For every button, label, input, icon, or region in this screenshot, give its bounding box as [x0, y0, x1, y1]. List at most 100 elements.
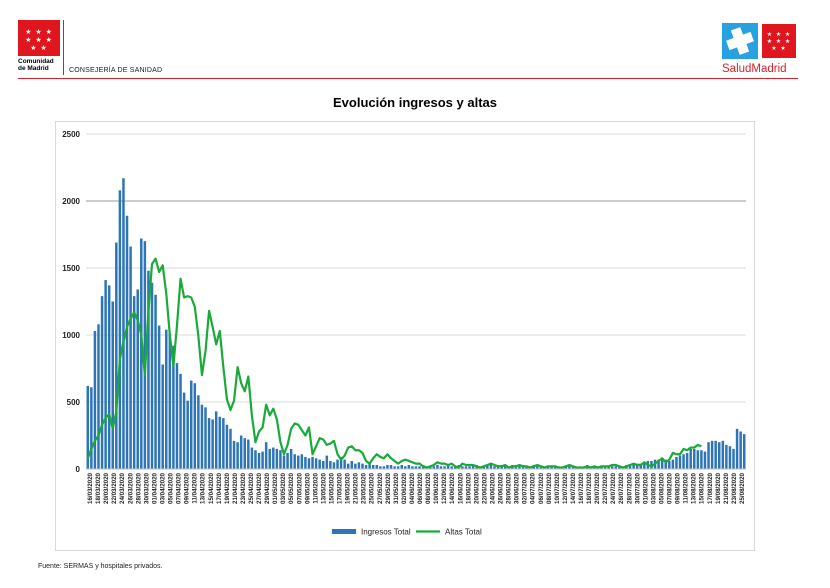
bar-ingresos	[439, 466, 443, 469]
bar-ingresos	[243, 438, 247, 469]
bar-ingresos	[354, 463, 357, 469]
bar-ingresos	[232, 440, 236, 469]
bar-ingresos	[200, 404, 204, 469]
x-tick-label: 07/05/2020	[296, 472, 303, 504]
bar-ingresos	[346, 463, 350, 469]
x-tick-label: 01/05/2020	[272, 472, 279, 504]
bar-ingresos	[257, 452, 261, 469]
bar-ingresos	[268, 448, 271, 469]
x-tick-label: 29/05/2020	[385, 472, 392, 504]
bar-ingresos	[129, 246, 132, 469]
bar-ingresos	[607, 466, 610, 469]
bar-ingresos	[115, 242, 118, 469]
bar-ingresos	[189, 380, 193, 469]
bar-ingresos	[464, 466, 468, 469]
bar-ingresos	[678, 455, 682, 469]
bar-ingresos	[675, 456, 678, 469]
bar-ingresos	[525, 466, 528, 469]
x-tick-label: 19/08/2020	[715, 472, 722, 504]
x-tick-label: 16/03/2020	[87, 472, 94, 504]
bar-ingresos	[728, 446, 732, 469]
x-tick-label: 17/04/2020	[216, 472, 223, 504]
x-tick-label: 22/06/2020	[481, 472, 488, 504]
bar-ingresos	[172, 345, 175, 469]
bar-ingresos	[382, 466, 386, 469]
bar-ingresos	[364, 464, 368, 469]
bar-ingresos	[147, 270, 150, 469]
bar-ingresos	[279, 450, 282, 469]
x-tick-label: 07/04/2020	[176, 472, 183, 504]
x-tick-label: 24/07/2020	[610, 472, 617, 504]
x-tick-label: 21/04/2020	[232, 472, 239, 504]
bar-ingresos	[393, 466, 396, 469]
x-tick-label: 20/06/2020	[473, 472, 480, 504]
bar-ingresos	[111, 301, 115, 469]
line-altas	[86, 257, 702, 469]
bar-ingresos	[436, 464, 439, 469]
bar-ingresos	[218, 416, 222, 469]
x-tick-label: 11/04/2020	[192, 472, 199, 503]
x-tick-label: 16/06/2020	[457, 472, 464, 504]
x-tick-label: 11/08/2020	[683, 472, 690, 503]
bar-ingresos	[122, 178, 125, 469]
x-tick-label: 25/04/2020	[248, 472, 255, 504]
bar-ingresos	[93, 330, 97, 469]
bar-ingresos	[104, 280, 107, 469]
bar-ingresos	[614, 466, 618, 469]
brand-name: SaludMadrid	[722, 63, 787, 75]
x-tick-label: 21/08/2020	[723, 472, 730, 504]
bar-ingresos	[671, 459, 675, 469]
comunidad-madrid-logo: ★ ★ ★ ★ ★ ★ ★ ★ Comunidad de Madrid	[18, 20, 60, 72]
bar-ingresos	[264, 442, 268, 469]
bar-ingresos	[600, 466, 603, 469]
x-tick-label: 24/03/2020	[119, 472, 126, 504]
x-tick-label: 05/04/2020	[168, 472, 175, 504]
x-tick-label: 26/07/2020	[618, 472, 625, 504]
x-tick-label: 22/03/2020	[111, 472, 118, 504]
bar-ingresos	[643, 462, 646, 469]
white-cross-icon	[722, 23, 758, 59]
x-tick-label: 15/04/2020	[208, 472, 215, 504]
bar-ingresos	[332, 462, 336, 469]
bar-ingresos	[361, 463, 364, 469]
bar-ingresos	[275, 448, 279, 469]
bar-ingresos	[325, 455, 329, 469]
bar-ingresos	[411, 466, 414, 469]
bar-ingresos	[304, 456, 307, 469]
x-tick-label: 03/04/2020	[159, 472, 166, 504]
bar-ingresos	[90, 387, 93, 469]
x-tick-label: 25/05/2020	[369, 472, 376, 504]
y-tick-label: 1000	[62, 331, 80, 340]
x-tick-label: 26/03/2020	[127, 472, 134, 504]
bar-ingresos	[710, 440, 714, 469]
bar-ingresos	[311, 456, 314, 469]
bar-ingresos	[536, 466, 539, 469]
x-tick-label: 20/07/2020	[594, 472, 601, 504]
x-tick-label: 15/05/2020	[328, 472, 335, 504]
bar-ingresos	[214, 411, 218, 469]
x-tick-label: 15/08/2020	[699, 472, 706, 504]
x-tick-label: 23/04/2020	[240, 472, 247, 504]
bar-ingresos	[289, 448, 293, 469]
y-tick-label: 500	[67, 398, 81, 407]
bar-ingresos	[486, 464, 489, 469]
bar-ingresos	[407, 464, 411, 469]
bar-ingresos	[179, 373, 182, 469]
bar-ingresos	[371, 464, 375, 469]
bar-ingresos	[682, 454, 685, 469]
bar-ingresos	[461, 466, 464, 469]
bar-ingresos	[707, 442, 710, 469]
bar-ingresos	[157, 325, 161, 469]
x-tick-label: 17/05/2020	[337, 472, 344, 504]
x-tick-label: 10/07/2020	[554, 472, 561, 504]
bar-ingresos	[272, 447, 275, 469]
x-tick-label: 21/05/2020	[353, 472, 360, 504]
bar-ingresos	[197, 395, 200, 469]
x-tick-label: 05/05/2020	[288, 472, 295, 504]
bar-ingresos	[222, 418, 225, 469]
bar-ingresos	[97, 324, 100, 469]
header-divider	[63, 20, 64, 75]
saludmadrid-logo: ★ ★ ★ ★ ★ ★ ★ ★ SaludMadrid	[722, 23, 800, 75]
x-tick-label: 29/04/2020	[264, 472, 271, 504]
bar-ingresos	[350, 460, 354, 469]
